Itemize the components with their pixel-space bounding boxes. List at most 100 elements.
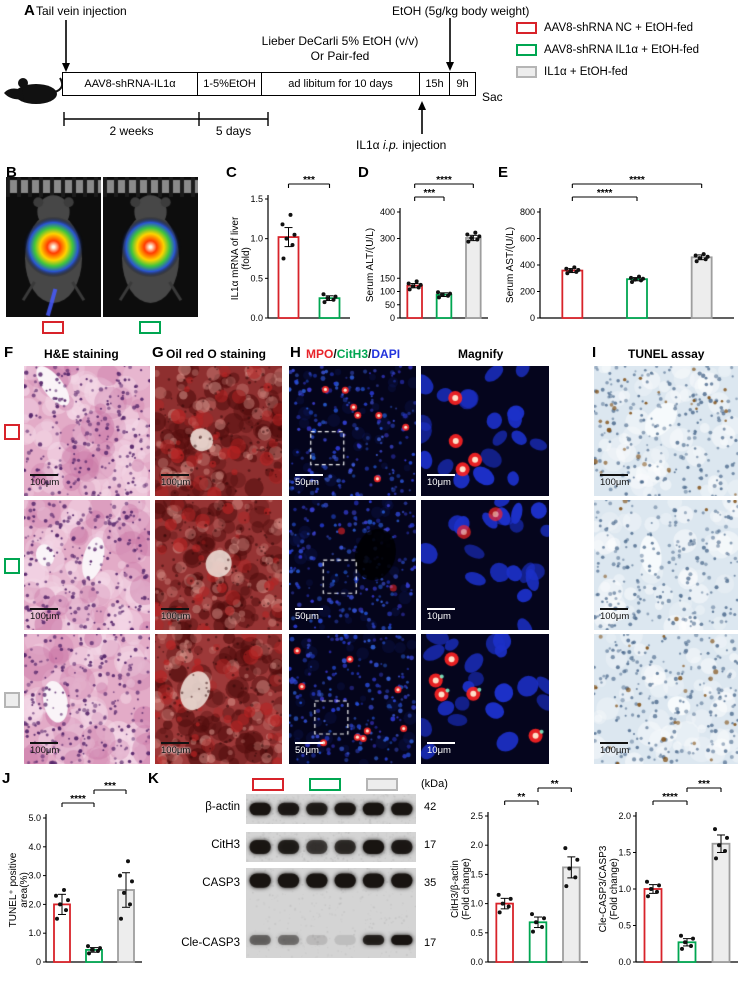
scale-bar-h1: 50μm — [295, 474, 323, 488]
scale-line — [427, 474, 455, 476]
scale-bar-f3: 100μm — [30, 742, 59, 756]
blot-label-cle-casp3: Cle-CASP3 — [181, 937, 240, 949]
scale-line — [427, 742, 455, 744]
row-marker-red — [4, 424, 20, 440]
ip-italic: i.p. — [382, 138, 399, 152]
svg-text:0.5: 0.5 — [250, 273, 263, 283]
timeline-box-etoh-ramp: 1-5%EtOH — [198, 72, 262, 96]
svg-text:2.0: 2.0 — [28, 899, 41, 909]
he-staining-title: H&E staining — [44, 347, 119, 361]
scale-line — [30, 608, 58, 610]
ip-post: injection — [398, 138, 447, 152]
oilred-staining-title: Oil red O staining — [166, 347, 267, 361]
dapi-label: DAPI — [371, 347, 401, 361]
blot-label-bactin: β-actin — [205, 801, 240, 813]
scale-line — [427, 608, 455, 610]
svg-text:150: 150 — [380, 273, 395, 283]
scale-bar-f1: 100μm — [30, 474, 59, 488]
legend-swatch-green — [516, 44, 537, 56]
chart-tunel-positive-area: 0 1.0 2.0 3.0 4.0 5.0 TUNEL⁺ positive area(%) **… — [6, 780, 146, 976]
blot-group-gray — [366, 778, 398, 791]
panel-d-label: D — [358, 164, 369, 181]
svg-text:(fold): (fold) — [241, 247, 252, 270]
group-marker-red — [42, 321, 64, 334]
kda-cith3: 17 — [424, 839, 437, 851]
panel-c-label: C — [226, 164, 237, 181]
svg-text:**: ** — [517, 792, 525, 803]
svg-text:600: 600 — [520, 234, 535, 244]
svg-text:Serum AST/(U/L): Serum AST/(U/L) — [505, 227, 516, 303]
kda-bactin: 42 — [424, 801, 437, 813]
scale-bar-g1: 100μm — [161, 474, 190, 488]
blot-casp3-cle — [246, 868, 416, 958]
svg-text:200: 200 — [520, 287, 535, 297]
svg-text:300: 300 — [380, 234, 395, 244]
svg-text:1.5: 1.5 — [618, 848, 631, 858]
svg-text:50: 50 — [385, 300, 395, 310]
scale-line — [295, 474, 323, 476]
slash2: / — [368, 347, 372, 361]
svg-text:**: ** — [551, 779, 559, 790]
svg-text:0.0: 0.0 — [470, 957, 483, 967]
panel-k-label: K — [148, 770, 159, 787]
scale-bar-h3: 50μm — [295, 742, 323, 756]
svg-text:5.0: 5.0 — [28, 813, 41, 823]
diet-line2: Or Pair-fed — [310, 49, 370, 63]
svg-text:area(%): area(%) — [19, 872, 30, 908]
group-marker-green — [139, 321, 161, 334]
svg-text:1.0: 1.0 — [618, 884, 631, 894]
etoh-dose-text: EtOH (5g/kg body weight) — [392, 4, 530, 18]
bioluminescence-image-nc — [6, 177, 101, 317]
svg-text:(Fold change): (Fold change) — [461, 858, 472, 920]
svg-text:1.5: 1.5 — [250, 194, 263, 204]
svg-text:CitH3/β-actin: CitH3/β-actin — [450, 860, 461, 918]
timeline: AAV8-shRNA-IL1α 1-5%EtOH ad libitum for … — [62, 72, 476, 96]
timeline-box-9h: 9h — [450, 72, 476, 96]
svg-text:(Fold change): (Fold change) — [609, 858, 620, 920]
scale-bar-g2: 100μm — [161, 608, 190, 622]
scale-bar-i1: 100μm — [600, 474, 629, 488]
scale-line — [295, 742, 323, 744]
scale-line — [600, 742, 628, 744]
scale-line — [161, 742, 189, 744]
chart-serum-alt: 0 50 100 150 300 400 Serum ALT/(U/L) *** **** — [360, 174, 492, 332]
blot-label-casp3: CASP3 — [202, 877, 240, 889]
slash1: / — [333, 347, 337, 361]
scale-bar-f2: 100μm — [30, 608, 59, 622]
panel-f-label: F — [4, 344, 14, 361]
scale-text: 100μm — [600, 745, 630, 756]
ip-injection-text: IL1α i.p. injection — [356, 138, 446, 152]
kda-header: (kDa) — [421, 778, 448, 790]
sac-text: Sac — [482, 90, 503, 104]
svg-text:1.5: 1.5 — [470, 869, 483, 879]
svg-text:0: 0 — [36, 957, 41, 967]
svg-text:***: *** — [303, 175, 315, 186]
timeline-box-aav8: AAV8-shRNA-IL1α — [62, 72, 198, 96]
svg-text:2.0: 2.0 — [618, 811, 631, 821]
svg-text:***: *** — [104, 781, 116, 792]
svg-text:1.0: 1.0 — [28, 928, 41, 938]
diet-line1: Lieber DeCarli 5% EtOH (v/v) — [261, 34, 419, 48]
blot-cith3 — [246, 832, 416, 862]
scale-line — [161, 474, 189, 476]
svg-text:***: *** — [423, 188, 435, 199]
legend-swatch-gray — [516, 66, 537, 78]
row-marker-gray — [4, 692, 20, 708]
scale-bar-h2: 50μm — [295, 608, 323, 622]
timeline-arrows-graphic — [62, 18, 454, 134]
svg-text:****: **** — [70, 794, 86, 805]
panel-h-label: H — [290, 344, 301, 361]
cith3-label: CitH3 — [336, 347, 369, 361]
scale-text: 100μm — [600, 477, 630, 488]
scale-line — [600, 608, 628, 610]
svg-text:1.0: 1.0 — [250, 234, 263, 244]
blot-bactin — [246, 794, 416, 824]
mpo-label: MPO — [306, 347, 334, 361]
timeline-box-15h: 15h — [420, 72, 450, 96]
legend-item-il1a: IL1α + EtOH-fed — [516, 66, 628, 78]
scale-line — [30, 742, 58, 744]
scale-line — [30, 474, 58, 476]
mpo-cith3-dapi-title: MPO/CitH3/DAPI — [306, 347, 400, 361]
scale-bar-g3: 100μm — [161, 742, 190, 756]
legend-swatch-red — [516, 22, 537, 34]
